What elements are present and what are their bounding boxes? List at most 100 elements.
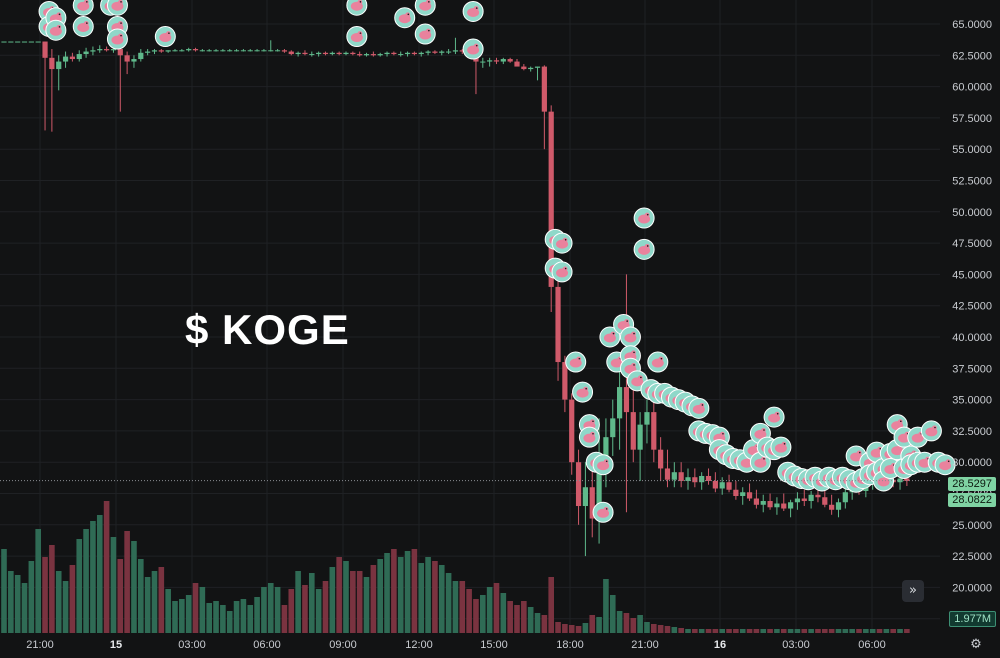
price-axis[interactable]: 65.0000 62.5000 60.0000 57.5000 55.0000 52.50…: [952, 19, 992, 626]
trade-marker-icon[interactable]: [572, 381, 594, 403]
candle-body: [151, 50, 158, 52]
volume-bar: [712, 629, 719, 633]
volume-bar: [254, 597, 260, 633]
volume-bar: [96, 515, 103, 633]
candle-body: [760, 501, 766, 505]
volume-bar: [815, 629, 821, 633]
trade-marker-icon[interactable]: [592, 454, 614, 476]
candle-body: [179, 50, 185, 52]
time-tick-label: 12:00: [405, 639, 433, 651]
trade-marker-icon[interactable]: [920, 420, 942, 442]
trade-marker-icon[interactable]: [647, 351, 669, 373]
volume-bar: [151, 571, 158, 633]
volume-bar: [890, 629, 896, 633]
secondary-price-tag: 28.0822: [948, 493, 996, 507]
volume-bar: [801, 629, 808, 633]
trade-marker-icon[interactable]: [346, 26, 368, 48]
volume-bar: [213, 601, 219, 633]
trade-marker-icon[interactable]: [462, 38, 484, 60]
candle-body: [370, 54, 376, 56]
candle-body: [712, 480, 718, 489]
candle-body: [815, 494, 821, 498]
trade-marker-icon[interactable]: [154, 26, 176, 48]
volume-bar: [657, 625, 664, 633]
trade-marker-icon[interactable]: [619, 326, 641, 348]
candle-body: [384, 52, 390, 55]
candle-body: [678, 472, 684, 481]
candle-body: [569, 399, 575, 463]
candle-body: [733, 489, 739, 497]
candle-body: [548, 111, 554, 287]
volume-bar: [760, 629, 767, 633]
candle-body: [391, 52, 397, 55]
trade-marker-icon[interactable]: [551, 232, 573, 254]
volume-bar: [774, 629, 780, 633]
volume-bar: [500, 593, 507, 633]
candle-body: [158, 50, 164, 52]
volume-bar: [692, 629, 698, 633]
candle-body: [288, 51, 294, 55]
trade-marker-icon[interactable]: [592, 501, 614, 523]
volume-bar: [876, 629, 883, 633]
trade-marker-icon[interactable]: [688, 397, 710, 419]
candle-body: [418, 52, 424, 55]
candle-body: [425, 51, 431, 53]
volume-bar: [363, 577, 370, 633]
trade-marker-icon[interactable]: [551, 261, 573, 283]
volume-bar: [644, 622, 650, 633]
candle-body: [233, 50, 240, 52]
time-tick-label: 03:00: [178, 639, 206, 651]
price-tick-label: 47.5000: [952, 238, 992, 250]
trade-marker-icon[interactable]: [770, 436, 792, 458]
volume-bar: [397, 557, 404, 633]
trade-marker-icon[interactable]: [578, 426, 600, 448]
volume-bar: [206, 603, 212, 633]
trade-marker-icon[interactable]: [599, 326, 621, 348]
volume-bar: [192, 583, 199, 633]
candle-body: [268, 50, 274, 52]
trade-marker-icon[interactable]: [633, 238, 655, 260]
trade-marker-icon[interactable]: [633, 207, 655, 229]
trade-marker-icon[interactable]: [346, 0, 368, 16]
candle-body: [336, 52, 342, 55]
candle-body: [275, 50, 281, 52]
candle-body: [699, 475, 705, 483]
trade-marker-icon[interactable]: [414, 0, 436, 16]
candle-body: [439, 51, 445, 53]
trade-marker-icon[interactable]: [414, 23, 436, 45]
volume-bar: [849, 629, 855, 633]
candle-body: [261, 50, 267, 52]
candle-body: [740, 492, 746, 497]
candle-body: [172, 50, 178, 52]
volume-bar: [55, 571, 62, 633]
trade-marker-icon[interactable]: [45, 19, 67, 41]
trade-marker-icon[interactable]: [72, 16, 94, 38]
volume-bar: [247, 605, 254, 633]
trade-marker-icon[interactable]: [934, 454, 956, 476]
time-axis[interactable]: 21:00 15 03:00 06:00 09:00 12:00 15:00 18:00 21:…: [26, 639, 886, 651]
scroll-to-realtime-button[interactable]: »: [902, 580, 924, 602]
time-tick-label: 15:00: [480, 639, 508, 651]
trade-marker-icon[interactable]: [462, 0, 484, 22]
gear-icon: ⚙: [970, 637, 982, 652]
candle-body: [62, 56, 69, 62]
volume-bar: [527, 607, 534, 633]
time-tick-label: 06:00: [253, 639, 281, 651]
candle-body: [767, 501, 773, 508]
trade-marker-icon[interactable]: [106, 28, 128, 50]
trade-marker-icon[interactable]: [763, 406, 785, 428]
volume-bar: [630, 618, 637, 633]
candle-body: [719, 482, 725, 489]
trade-marker-icon[interactable]: [106, 0, 128, 16]
volume-bar: [309, 573, 315, 633]
candle-body: [186, 49, 192, 51]
time-tick-label: 18:00: [556, 639, 584, 651]
volume-bar: [541, 615, 548, 633]
volume-bar: [124, 531, 130, 633]
trade-marker-icon[interactable]: [72, 0, 94, 16]
trade-marker-icon[interactable]: [394, 7, 416, 29]
volume-bar: [90, 521, 96, 633]
chart-settings-button[interactable]: ⚙: [967, 636, 985, 654]
trade-marker-icon[interactable]: [565, 351, 587, 373]
